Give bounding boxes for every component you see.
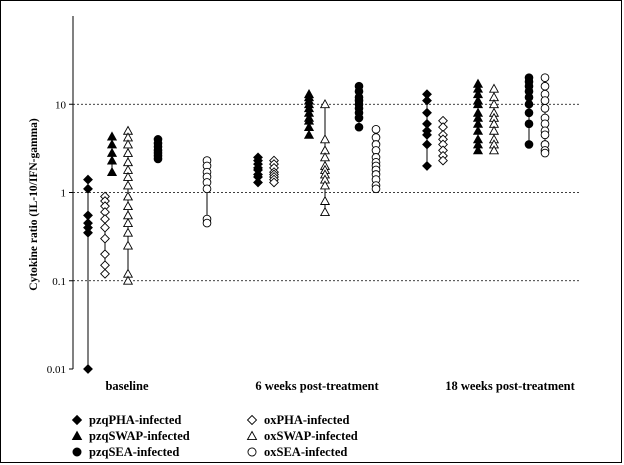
series-oxSWAP-infected bbox=[122, 83, 500, 285]
data-point bbox=[422, 129, 432, 140]
data-point bbox=[540, 73, 550, 83]
data-point bbox=[122, 210, 134, 220]
data-point bbox=[524, 119, 534, 129]
legend-item: oxSEA-infected bbox=[247, 445, 347, 459]
data-point bbox=[319, 99, 331, 109]
legend-item: pzqPHA-infected bbox=[71, 413, 181, 427]
data-point bbox=[122, 275, 134, 285]
group-label: 18 weeks post-treatment bbox=[445, 379, 575, 393]
data-point bbox=[319, 206, 331, 216]
data-point bbox=[100, 214, 110, 225]
legend-item: oxPHA-infected bbox=[246, 413, 349, 427]
data-point bbox=[422, 95, 432, 106]
data-point bbox=[371, 124, 381, 134]
data-point bbox=[122, 217, 134, 227]
data-point bbox=[488, 145, 500, 155]
data-point bbox=[122, 200, 134, 211]
legend-marker bbox=[247, 447, 257, 457]
legend: pzqPHA-infected pzqSWAP-infected pzqSEA-in… bbox=[71, 413, 358, 459]
data-point bbox=[100, 260, 110, 271]
data-point bbox=[371, 184, 381, 194]
data-point bbox=[253, 177, 263, 188]
data-point bbox=[83, 227, 93, 238]
data-point bbox=[524, 99, 534, 109]
series-pzqSWAP-infected bbox=[106, 78, 484, 177]
data-point bbox=[202, 218, 212, 228]
data-point bbox=[422, 139, 432, 150]
data-point bbox=[540, 81, 550, 91]
data-point bbox=[100, 268, 110, 279]
data-series bbox=[83, 73, 550, 374]
legend-item: pzqSWAP-infected bbox=[71, 429, 190, 443]
data-point bbox=[319, 180, 331, 190]
data-point bbox=[106, 155, 118, 165]
legend-item: oxSWAP-infected bbox=[246, 429, 358, 443]
data-point bbox=[269, 177, 279, 188]
data-point bbox=[524, 108, 534, 118]
data-point bbox=[540, 130, 550, 140]
data-point bbox=[202, 184, 212, 194]
data-point bbox=[438, 155, 448, 166]
data-point bbox=[122, 240, 134, 250]
legend-label: oxSEA-infected bbox=[264, 445, 347, 459]
data-point bbox=[122, 157, 134, 167]
data-point bbox=[122, 191, 134, 201]
data-point bbox=[524, 140, 534, 149]
data-point bbox=[153, 154, 163, 164]
data-point bbox=[122, 180, 134, 190]
data-point bbox=[100, 222, 110, 233]
data-point bbox=[422, 160, 432, 171]
data-point bbox=[100, 249, 110, 260]
data-point bbox=[100, 233, 110, 244]
data-point bbox=[354, 122, 364, 132]
data-point bbox=[122, 227, 134, 237]
data-point bbox=[540, 96, 550, 105]
legend-item: pzqSEA-infected bbox=[72, 445, 179, 459]
data-point bbox=[540, 148, 550, 158]
series-oxSEA-infected bbox=[202, 73, 550, 228]
y-tick-label: 0.1 bbox=[52, 276, 66, 288]
y-tick-label: 1 bbox=[61, 188, 67, 200]
group-labels: baseline 6 weeks post-treatment 18 weeks p… bbox=[105, 379, 575, 393]
legend-label: pzqSEA-infected bbox=[89, 445, 179, 459]
legend-marker bbox=[246, 430, 258, 441]
data-point bbox=[83, 174, 93, 185]
data-point bbox=[83, 364, 93, 374]
series-oxPHA-infected bbox=[100, 115, 448, 279]
data-point bbox=[83, 183, 93, 194]
legend-label: oxSWAP-infected bbox=[264, 429, 358, 443]
legend-marker bbox=[71, 414, 83, 426]
data-point bbox=[540, 103, 550, 113]
legend-label: pzqPHA-infected bbox=[89, 413, 181, 427]
data-point bbox=[422, 107, 432, 118]
data-point bbox=[303, 129, 315, 139]
legend-label: oxPHA-infected bbox=[264, 413, 349, 427]
data-point bbox=[354, 113, 364, 123]
y-tick-label: 0.01 bbox=[47, 364, 66, 376]
legend-marker bbox=[246, 414, 258, 426]
data-point bbox=[106, 147, 118, 157]
gridlines bbox=[73, 103, 580, 282]
y-tick-label: 10 bbox=[55, 99, 67, 111]
data-point bbox=[472, 145, 484, 155]
y-axis-label: Cytokine ratio (IL-10/IFN-gamma) bbox=[28, 118, 40, 291]
data-point bbox=[122, 147, 134, 157]
data-point bbox=[319, 134, 331, 144]
legend-label: pzqSWAP-infected bbox=[89, 429, 190, 443]
data-point bbox=[106, 131, 118, 141]
legend-marker bbox=[71, 430, 83, 441]
data-point bbox=[106, 139, 118, 149]
series-pzqSEA-infected bbox=[153, 73, 534, 164]
group-label: 6 weeks post-treatment bbox=[255, 379, 379, 393]
data-point bbox=[106, 166, 118, 177]
group-label: baseline bbox=[105, 379, 149, 393]
y-axis-ticks: 0.01 0.1 1 10 bbox=[47, 99, 73, 376]
data-point bbox=[488, 83, 500, 93]
data-point bbox=[319, 195, 331, 205]
legend-marker bbox=[72, 447, 82, 457]
series-pzqPHA-infected bbox=[83, 89, 432, 374]
